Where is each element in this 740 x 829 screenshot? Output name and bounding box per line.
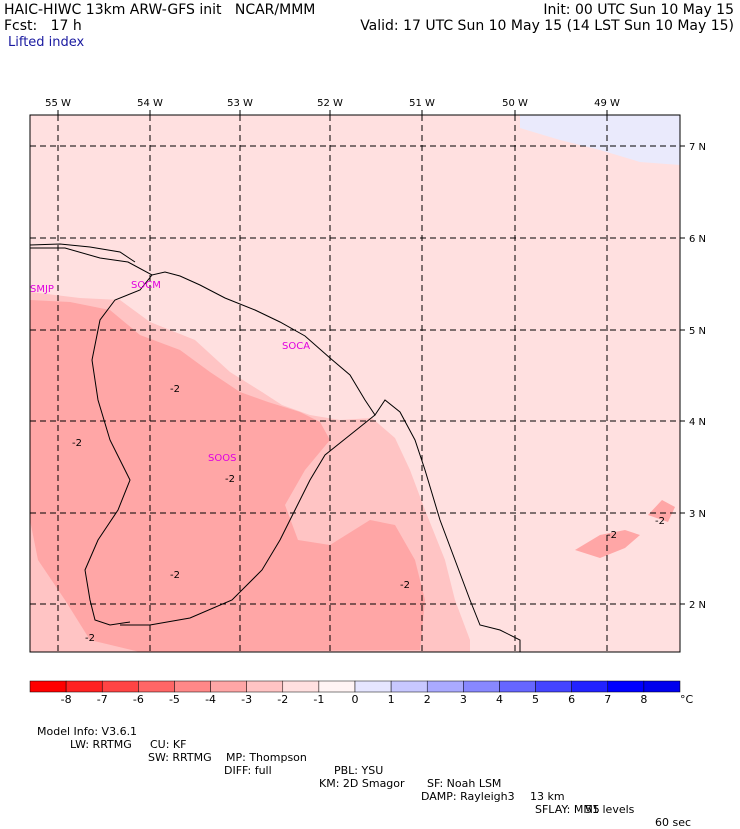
colorbar-swatch: [643, 680, 681, 693]
model-title: HAIC-HIWC 13km ARW-GFS init NCAR/MMM: [4, 2, 316, 18]
contour-label: -2: [400, 580, 410, 591]
colorbar-label: -1: [313, 693, 325, 706]
station-label: SOCA: [282, 341, 310, 352]
lon-label: 54 W: [137, 98, 163, 109]
colorbar-swatch: [101, 680, 139, 693]
colorbar-swatch: [29, 680, 67, 693]
positive-li-area: [520, 115, 680, 165]
forecast-hour: Fcst: 17 h: [4, 18, 82, 34]
contour-label: -2: [225, 474, 235, 485]
colorbar-label: -5: [168, 693, 180, 706]
border-suriname-guiana: [120, 414, 376, 626]
border-brazil: [29, 243, 136, 263]
colorbar-label: -7: [96, 693, 108, 706]
contour-label: -2: [607, 530, 617, 541]
colorbar-swatch: [390, 680, 428, 693]
colorbar-swatch: [282, 680, 320, 693]
colorbar-label: 7: [604, 693, 612, 706]
footer-item: 13 km: [530, 790, 565, 803]
init-time: Init: 00 UTC Sun 10 May 15: [543, 2, 734, 18]
lon-label: 50 W: [502, 98, 528, 109]
lat-label: 7 N: [689, 142, 706, 153]
lifted-index-map: 55 W 54 W 53 W 52 W 51 W 50 W 49 W 7 N 6…: [29, 98, 706, 706]
graticule: [30, 115, 680, 652]
map-frame: [29, 114, 681, 653]
lat-label: 2 N: [689, 600, 706, 611]
lon-label: 51 W: [409, 98, 435, 109]
field-name: Lifted index: [8, 35, 85, 50]
contour-label: -2: [170, 570, 180, 581]
lon-label: 53 W: [227, 98, 253, 109]
colorbar-swatch: [426, 680, 464, 693]
colorbar-label: -4: [205, 693, 217, 706]
colorbar-label: 5: [532, 693, 540, 706]
lon-label: 49 W: [594, 98, 620, 109]
colorbar-swatch: [174, 680, 211, 693]
footer-item: DIFF: full: [224, 764, 272, 777]
border-guyana-suriname: [84, 274, 153, 626]
contour-label: -2: [655, 516, 665, 527]
colorbar-swatch: [499, 680, 536, 693]
colorbar-swatch: [138, 680, 175, 693]
colorbar-unit: °C: [680, 693, 694, 706]
li-minus3-region-east2: [648, 500, 675, 522]
station-label: SMJP: [30, 284, 54, 295]
station-label: SOOS: [208, 453, 236, 464]
station-label: SOCM: [131, 280, 161, 291]
colorbar-label: 4: [495, 693, 503, 706]
footer-item: DAMP: Rayleigh3: [421, 790, 515, 803]
colorbar-swatch: [318, 680, 356, 693]
colorbar-label: -2: [277, 693, 289, 706]
footer-item: KM: 2D Smagor: [319, 777, 405, 790]
li-minus3-region-east: [575, 530, 640, 558]
tick-marks: [57, 110, 685, 605]
valid-time: Valid: 17 UTC Sun 10 May 15 (14 LST Sun …: [360, 18, 734, 34]
colorbar-label: -8: [60, 693, 72, 706]
colorbar-swatch: [535, 680, 572, 693]
coastline: [30, 247, 521, 652]
colorbar-label: 8: [640, 693, 648, 706]
footer-item: SFLAY: MM5: [535, 803, 600, 816]
colorbar: [29, 680, 681, 693]
footer-item: 60 sec: [655, 816, 692, 829]
colorbar-swatch: [210, 680, 247, 693]
colorbar-swatch: [65, 680, 103, 693]
lat-label: 4 N: [689, 417, 706, 428]
colorbar-label: 1: [387, 693, 395, 706]
colorbar-label: -3: [241, 693, 253, 706]
lat-label: 6 N: [689, 234, 706, 245]
lat-label: 3 N: [689, 509, 706, 520]
colorbar-swatch: [571, 680, 609, 693]
footer-model-info: Model Info: V3.6.1 CU: KF MP: Thompson P…: [30, 712, 691, 829]
colorbar-label: -6: [132, 693, 144, 706]
footer-item: Model Info: V3.6.1: [37, 725, 138, 738]
lat-label: 5 N: [689, 326, 706, 337]
colorbar-swatch: [354, 680, 392, 693]
footer-physics-info: LW: RRTMG SW: RRTMG DIFF: full KM: 2D Sm…: [30, 725, 600, 816]
colorbar-swatch: [463, 680, 500, 693]
contour-label: -2: [72, 438, 82, 449]
footer-item: SF: Noah LSM: [427, 777, 502, 790]
colorbar-label: 3: [459, 693, 467, 706]
colorbar-swatch: [246, 680, 284, 693]
li-minus3-region: [30, 300, 425, 652]
footer-item: MP: Thompson: [226, 751, 307, 764]
colorbar-swatch: [607, 680, 645, 693]
contour-label: -2: [170, 384, 180, 395]
colorbar-label: 0: [351, 693, 359, 706]
lon-label: 52 W: [317, 98, 343, 109]
footer-item: SW: RRTMG: [148, 751, 212, 764]
footer-item: PBL: YSU: [334, 764, 384, 777]
colorbar-label: 6: [568, 693, 576, 706]
lon-label: 55 W: [45, 98, 71, 109]
colorbar-label: 2: [423, 693, 431, 706]
contour-label: -2: [85, 633, 95, 644]
